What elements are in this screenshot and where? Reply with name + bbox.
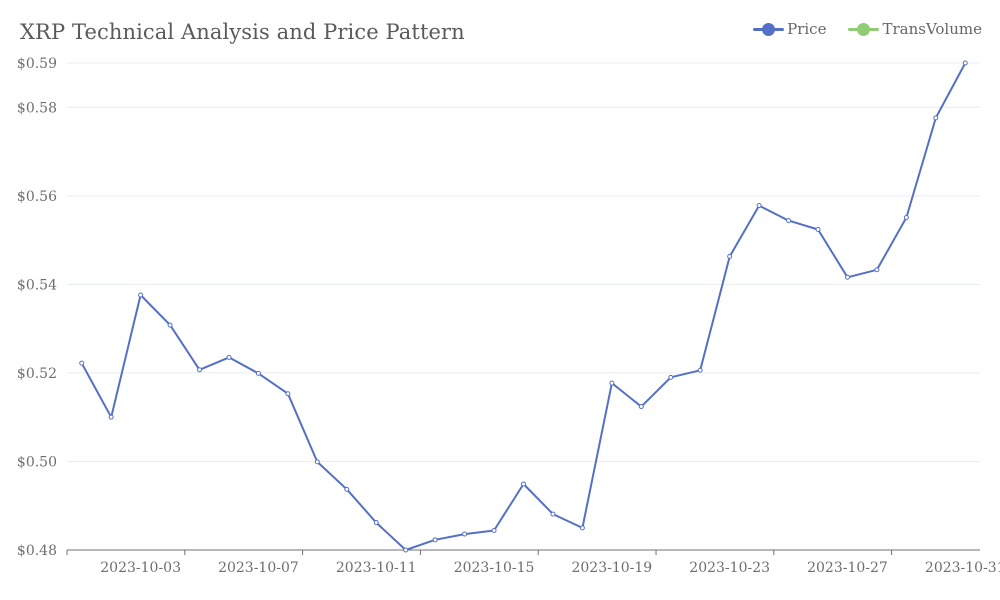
x-tick-label: 2023-10-15 <box>454 560 535 576</box>
data-point-price <box>432 537 438 543</box>
data-point-price <box>874 267 880 273</box>
data-point-price <box>138 292 144 298</box>
data-point-price <box>756 203 762 209</box>
data-point-price <box>344 486 350 492</box>
data-point-price <box>108 414 114 420</box>
data-point-price <box>697 367 703 373</box>
data-point-price <box>638 404 644 410</box>
data-point-price <box>491 528 497 534</box>
data-point-price <box>462 531 468 537</box>
legend-swatch-transvolume <box>848 22 880 36</box>
data-point-price <box>314 459 320 465</box>
data-point-price <box>167 322 173 328</box>
data-point-price <box>815 226 821 232</box>
data-point-price <box>579 525 585 531</box>
data-point-price <box>844 274 850 280</box>
chart-title: XRP Technical Analysis and Price Pattern <box>20 20 465 44</box>
data-point-price <box>79 360 85 366</box>
data-point-price <box>786 218 792 224</box>
series-line-price <box>80 62 967 551</box>
data-point-price <box>933 115 939 121</box>
data-point-price <box>255 370 261 376</box>
x-tick-label: 2023-10-19 <box>571 560 652 576</box>
legend-label-price: Price <box>787 20 827 38</box>
data-point-price <box>197 367 203 373</box>
data-point-price <box>962 60 968 66</box>
legend: Price TransVolume <box>753 20 982 38</box>
data-point-price <box>285 391 291 397</box>
data-point-price <box>226 354 232 360</box>
data-point-price <box>521 481 526 487</box>
y-tick-label: $0.48 <box>17 543 57 559</box>
legend-item-price[interactable]: Price <box>753 20 826 38</box>
legend-item-transvolume[interactable]: TransVolume <box>848 20 982 38</box>
y-tick-label: $0.54 <box>17 277 57 293</box>
data-point-price <box>609 380 615 386</box>
data-point-price <box>668 374 674 380</box>
x-tick-label: 2023-10-23 <box>689 560 770 576</box>
x-tick-label: 2023-10-31 <box>925 560 1000 576</box>
x-tick-label: 2023-10-07 <box>218 560 299 576</box>
data-point-price <box>727 253 733 259</box>
data-point-price <box>903 215 909 221</box>
x-tick-label: 2023-10-27 <box>807 560 888 576</box>
y-tick-label: $0.50 <box>17 454 57 470</box>
x-tick-label: 2023-10-11 <box>336 560 417 576</box>
data-point-price <box>403 547 409 553</box>
y-tick-label: $0.56 <box>17 189 57 205</box>
x-tick-label: 2023-10-03 <box>100 560 181 576</box>
legend-label-transvolume: TransVolume <box>882 20 982 38</box>
legend-swatch-price <box>753 22 785 36</box>
y-tick-label: $0.58 <box>17 100 57 116</box>
y-tick-label: $0.52 <box>17 366 57 382</box>
y-tick-label: $0.59 <box>17 56 57 72</box>
data-point-price <box>373 520 379 526</box>
data-point-price <box>550 511 556 517</box>
